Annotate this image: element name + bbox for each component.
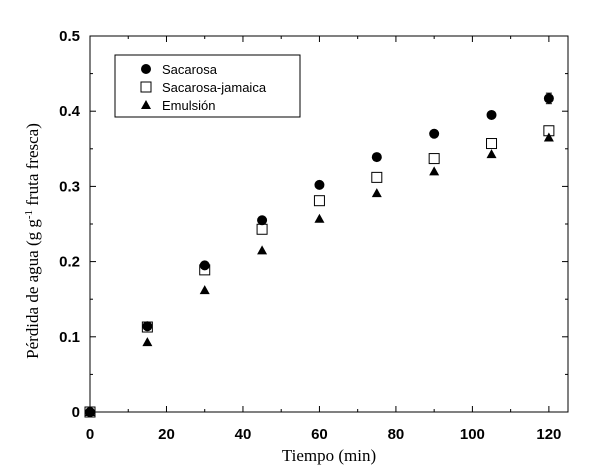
y-tick-label: 0.1 [59,329,80,346]
data-point [85,407,95,417]
legend-label: Sacarosa [162,62,218,77]
data-point [486,138,498,150]
series-1 [85,92,554,417]
y-axis-label-main: Pérdida de agua (g g [23,219,42,359]
data-point [543,132,554,142]
x-tick-label: 80 [388,426,405,443]
data-point [313,195,325,207]
y-tick-label: 0.5 [59,28,80,45]
y-tick-label: 0.3 [59,178,80,195]
data-point [428,153,440,165]
data-point [543,93,554,104]
data-point [142,337,153,347]
x-tick-label: 40 [235,426,252,443]
data-point [486,109,497,120]
ticks-group: 0 20 40 60 80 100 120 0 0.1 0.2 0.3 0.4 0.5 [59,28,568,443]
data-point [257,215,268,226]
legend-marker [141,100,151,109]
y-tick-label: 0.2 [59,254,80,271]
y-axis-label-end: fruta fresca) [23,123,42,210]
x-tick-label: 100 [460,426,485,443]
data-point [371,188,382,198]
data-point [486,149,497,159]
y-axis-label: Pérdida de agua (g g-1 fruta fresca) [23,123,42,359]
x-tick-label: 0 [86,426,94,443]
data-point [256,223,268,235]
x-tick-label: 60 [311,426,328,443]
data-point [199,285,210,295]
x-tick-label: 20 [158,426,175,443]
legend-marker [141,64,151,74]
legend: Sacarosa Sacarosa-jamaica Emulsión [114,54,301,118]
legend-label: Sacarosa-jamaica [162,80,267,95]
series-3 [85,132,554,416]
x-axis-label: Tiempo (min) [282,446,376,465]
data-points-group [84,92,555,418]
legend-label: Emulsión [162,98,215,113]
y-tick-label: 0.4 [59,103,81,120]
data-point [199,260,210,271]
data-point [314,213,325,223]
data-point [429,128,440,139]
data-point [257,245,268,255]
x-tick-label: 120 [536,426,561,443]
series-2 [84,125,555,418]
legend-marker [140,81,152,93]
data-point [371,152,382,163]
y-axis-label-superscript: -1 [23,210,35,219]
data-point [314,179,325,190]
data-point [142,321,153,332]
data-point [429,166,440,176]
data-point [371,171,383,183]
y-tick-label: 0 [72,404,80,421]
